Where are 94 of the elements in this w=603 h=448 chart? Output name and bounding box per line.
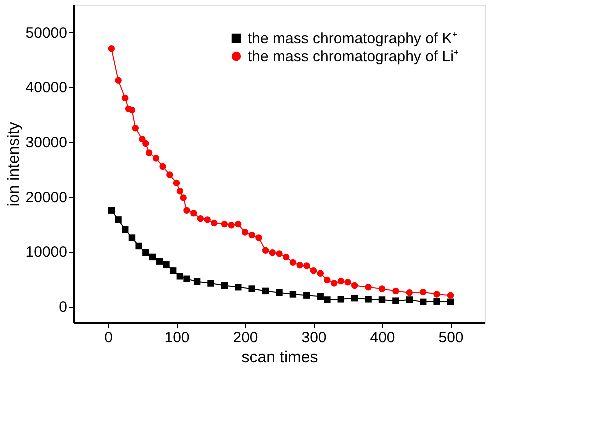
point <box>194 278 201 286</box>
point <box>262 247 270 254</box>
point <box>170 268 177 274</box>
y-axis-title: ion intensity <box>6 122 23 207</box>
point <box>304 292 310 299</box>
x-tick-label: 500 <box>438 330 464 346</box>
x-tick-label: 200 <box>233 330 258 346</box>
point <box>173 180 180 187</box>
point <box>324 276 331 284</box>
point <box>235 284 242 291</box>
point <box>317 270 324 278</box>
point <box>208 280 214 287</box>
point <box>152 155 160 162</box>
point <box>176 273 184 280</box>
point <box>136 242 142 250</box>
x-tick-label: 400 <box>370 330 396 346</box>
point <box>122 226 129 234</box>
point <box>262 288 270 295</box>
point <box>290 259 297 266</box>
point <box>146 150 153 156</box>
point <box>128 106 136 114</box>
point <box>434 291 440 298</box>
point <box>434 298 440 305</box>
point <box>142 140 150 148</box>
point <box>184 276 190 282</box>
point <box>197 215 204 222</box>
point <box>115 216 122 224</box>
y-tick-label: 10000 <box>26 244 68 262</box>
point <box>392 288 400 295</box>
point <box>406 296 414 304</box>
point <box>139 136 146 143</box>
point <box>149 254 156 261</box>
point <box>108 46 116 52</box>
point <box>160 163 166 170</box>
x-tick-label: 0 <box>104 330 113 346</box>
y-tick-label: 20000 <box>26 189 68 206</box>
point <box>248 232 256 239</box>
point <box>156 258 163 265</box>
point <box>392 298 400 304</box>
point <box>242 229 249 236</box>
point <box>420 288 427 296</box>
point <box>406 289 414 296</box>
point <box>338 296 345 303</box>
point <box>256 234 262 242</box>
point <box>180 194 187 202</box>
point <box>351 294 358 302</box>
point <box>344 279 352 286</box>
point <box>163 262 170 268</box>
y-tick-label: 40000 <box>26 80 68 97</box>
point <box>317 293 324 300</box>
point <box>132 125 140 132</box>
point <box>447 292 454 299</box>
point <box>296 262 304 269</box>
point <box>304 262 310 270</box>
point <box>142 249 150 256</box>
point <box>235 220 242 228</box>
point <box>248 286 256 292</box>
point <box>330 280 338 287</box>
point <box>228 222 235 229</box>
y-tick-label: 0 <box>59 299 68 316</box>
point <box>115 77 122 84</box>
point <box>184 207 190 214</box>
legend-label: the mass chromatography of K⁺ <box>248 30 458 48</box>
point <box>276 250 283 258</box>
point <box>310 268 318 274</box>
point <box>221 220 228 228</box>
point <box>365 284 372 291</box>
point <box>204 216 211 224</box>
x-axis-title: scan times <box>242 350 318 366</box>
point <box>338 278 345 285</box>
y-tick-label: 30000 <box>26 134 68 152</box>
point <box>166 172 174 178</box>
point <box>282 254 290 261</box>
point <box>269 249 276 256</box>
legend-label: the mass chromatography of Li⁺ <box>248 48 459 66</box>
point <box>351 282 358 290</box>
point <box>290 291 297 298</box>
x-tick-label: 300 <box>302 330 327 346</box>
point <box>378 286 386 292</box>
point <box>378 296 386 304</box>
point <box>365 296 372 303</box>
point <box>221 282 228 290</box>
point <box>447 298 454 306</box>
point <box>108 207 116 214</box>
point <box>122 94 129 102</box>
y-tick-label: 50000 <box>26 24 68 42</box>
point <box>420 298 427 306</box>
x-tick-label: 100 <box>164 330 190 346</box>
point <box>276 289 283 296</box>
point <box>128 234 136 242</box>
point <box>324 296 331 304</box>
point <box>176 188 184 195</box>
point <box>211 220 218 227</box>
point <box>190 210 198 217</box>
